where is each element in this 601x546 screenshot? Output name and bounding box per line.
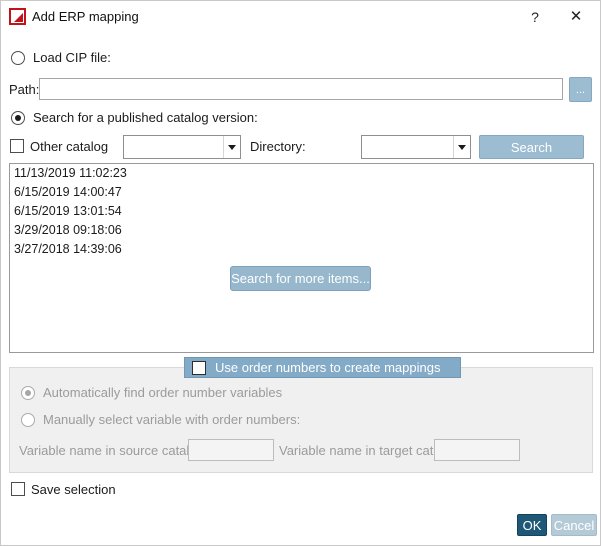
manual-select-radio-label: Manually select variable with order numb…: [43, 412, 301, 427]
save-selection-label[interactable]: Save selection: [31, 482, 116, 497]
other-catalog-label[interactable]: Other catalog: [30, 139, 109, 154]
catalog-version-list[interactable]: 11/13/2019 11:02:23 6/15/2019 14:00:47 6…: [9, 163, 594, 353]
cancel-button[interactable]: Cancel: [551, 514, 597, 536]
help-button[interactable]: ?: [520, 3, 550, 31]
directory-label: Directory:: [250, 139, 306, 154]
search-more-items-button[interactable]: Search for more items...: [230, 266, 371, 291]
app-icon-glyph: [14, 13, 23, 22]
source-variable-label: Variable name in source catalog:: [19, 443, 208, 458]
path-input[interactable]: [39, 78, 563, 100]
search-catalog-radio[interactable]: [11, 111, 25, 125]
list-item[interactable]: 6/15/2019 14:00:47: [14, 185, 122, 199]
use-order-numbers-checkbox[interactable]: [192, 361, 206, 375]
close-button[interactable]: ✕: [561, 3, 591, 31]
other-catalog-checkbox[interactable]: [10, 139, 24, 153]
list-item[interactable]: 11/13/2019 11:02:23: [14, 166, 127, 180]
auto-find-radio: [21, 386, 35, 400]
catalog-combobox[interactable]: [123, 135, 241, 159]
save-selection-checkbox[interactable]: [11, 482, 25, 496]
ok-button[interactable]: OK: [517, 514, 547, 536]
path-label: Path:: [9, 82, 40, 97]
chevron-down-icon[interactable]: [453, 136, 470, 158]
use-order-numbers-label[interactable]: Use order numbers to create mappings: [215, 360, 441, 375]
browse-button[interactable]: ...: [569, 77, 592, 102]
search-button[interactable]: Search: [479, 135, 584, 159]
directory-combobox[interactable]: [361, 135, 471, 159]
load-cip-radio[interactable]: [11, 51, 25, 65]
chevron-down-icon[interactable]: [223, 136, 240, 158]
target-variable-input: [434, 439, 520, 461]
auto-find-radio-label: Automatically find order number variable…: [43, 385, 283, 400]
load-cip-radio-label[interactable]: Load CIP file:: [33, 50, 111, 65]
list-item[interactable]: 6/15/2019 13:01:54: [14, 204, 122, 218]
target-variable-label: Variable name in target catalog:: [279, 443, 462, 458]
use-order-numbers-row[interactable]: Use order numbers to create mappings: [184, 357, 461, 378]
search-catalog-radio-label[interactable]: Search for a published catalog version:: [33, 110, 258, 125]
title-bar: Add ERP mapping ? ✕: [1, 1, 600, 33]
list-item[interactable]: 3/29/2018 09:18:06: [14, 223, 122, 237]
dialog-title: Add ERP mapping: [32, 9, 139, 24]
source-variable-input: [188, 439, 274, 461]
manual-select-radio: [21, 413, 35, 427]
list-item[interactable]: 3/27/2018 14:39:06: [14, 242, 122, 256]
app-icon: [9, 8, 26, 25]
